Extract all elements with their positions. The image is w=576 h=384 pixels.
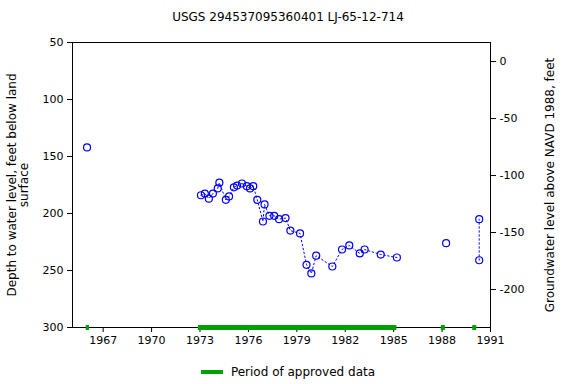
svg-text:1988: 1988 — [428, 334, 456, 347]
svg-text:1973: 1973 — [186, 334, 214, 347]
svg-text:-150: -150 — [500, 226, 525, 239]
svg-text:1967: 1967 — [89, 334, 117, 347]
svg-text:1970: 1970 — [138, 334, 166, 347]
svg-text:-100: -100 — [500, 169, 525, 182]
svg-text:Depth to water level, feet bel: Depth to water level, feet below landsur… — [5, 73, 31, 296]
svg-text:1991: 1991 — [477, 334, 505, 347]
svg-text:Groundwater level above NAVD 1: Groundwater level above NAVD 1988, feet — [543, 57, 557, 312]
svg-text:50: 50 — [50, 36, 64, 49]
svg-text:1985: 1985 — [380, 334, 408, 347]
svg-text:1979: 1979 — [283, 334, 311, 347]
svg-text:250: 250 — [43, 264, 64, 277]
svg-text:300: 300 — [43, 321, 64, 334]
svg-text:-200: -200 — [500, 283, 525, 296]
svg-text:200: 200 — [43, 207, 64, 220]
svg-text:1976: 1976 — [234, 334, 262, 347]
svg-text:-50: -50 — [500, 112, 518, 125]
svg-text:100: 100 — [43, 93, 64, 106]
svg-text:0: 0 — [500, 55, 507, 68]
svg-text:150: 150 — [43, 150, 64, 163]
svg-text:1982: 1982 — [331, 334, 359, 347]
html-text:USGS 294537095360401 LJ-65-12-: USGS 294537095360401 LJ-65-12-714 — [172, 10, 404, 24]
html-text:Period of approved data: Period of approved data — [230, 365, 376, 379]
